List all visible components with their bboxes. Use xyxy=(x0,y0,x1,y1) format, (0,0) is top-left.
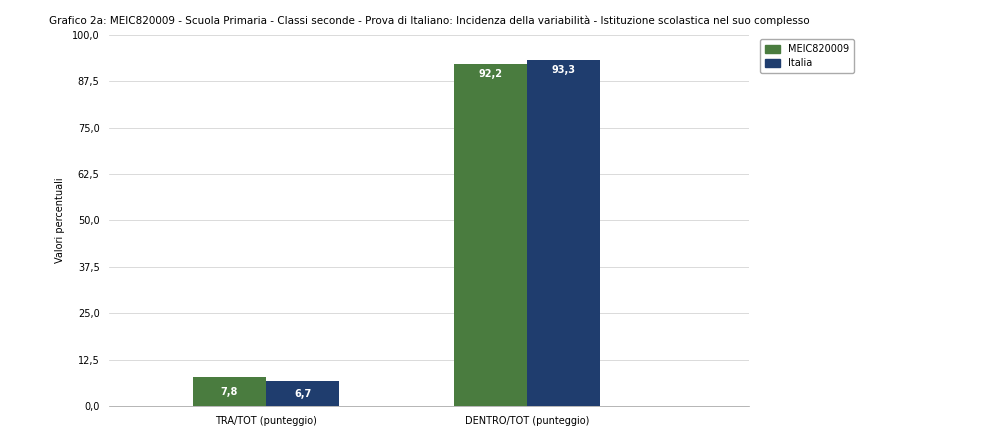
Bar xyxy=(193,377,266,406)
Text: 6,7: 6,7 xyxy=(294,389,311,399)
Bar xyxy=(527,60,600,406)
Bar xyxy=(266,381,339,406)
Legend: MEIC820009, Italia: MEIC820009, Italia xyxy=(760,40,854,73)
Text: 92,2: 92,2 xyxy=(479,69,503,79)
Text: 93,3: 93,3 xyxy=(552,65,576,75)
Title: Grafico 2a: MEIC820009 - Scuola Primaria - Classi seconde - Prova di Italiano: I: Grafico 2a: MEIC820009 - Scuola Primaria… xyxy=(49,15,810,26)
Text: 7,8: 7,8 xyxy=(221,387,238,397)
Bar xyxy=(454,64,527,406)
Y-axis label: Valori percentuali: Valori percentuali xyxy=(55,178,65,263)
